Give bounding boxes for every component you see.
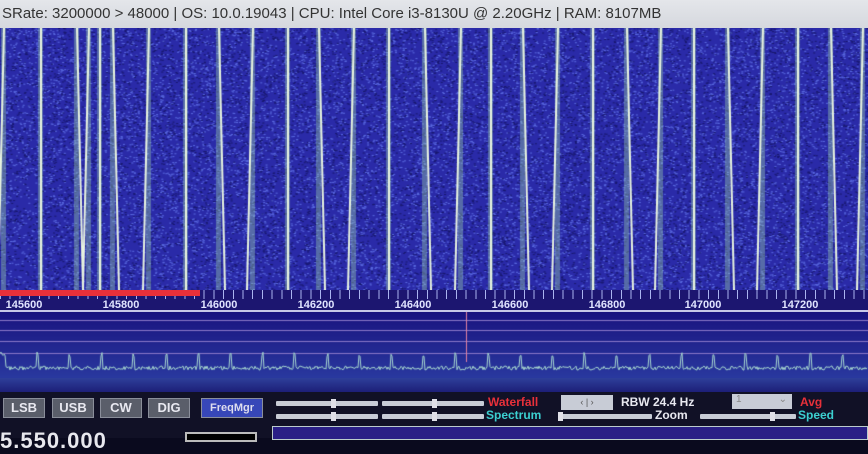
ruler-label: 146200 <box>298 299 335 311</box>
ruler-label: 147200 <box>782 299 819 311</box>
ruler-label: 146400 <box>395 299 432 311</box>
zoom-slider[interactable] <box>558 414 652 419</box>
frequency-ruler[interactable]: 145600 145800 146000 146200 146400 14660… <box>0 290 868 312</box>
waterfall-step-buttons[interactable]: ‹ | › <box>561 395 613 410</box>
waterfall-display[interactable] <box>0 28 868 290</box>
slider-knob[interactable] <box>558 412 563 421</box>
freqmgr-button[interactable]: FreqMgr <box>201 398 263 418</box>
frequency-input[interactable] <box>185 432 257 442</box>
mode-cw-button[interactable]: CW <box>100 398 142 418</box>
slider-knob[interactable] <box>331 399 336 408</box>
waterfall-slider-2[interactable] <box>382 401 484 406</box>
spectrum-display[interactable] <box>0 312 868 380</box>
mode-usb-button[interactable]: USB <box>52 398 94 418</box>
frequency-display[interactable]: 5.550.000 <box>0 428 107 454</box>
ruler-label: 146000 <box>201 299 238 311</box>
ruler-label: 145800 <box>103 299 140 311</box>
divider-strip <box>0 378 868 392</box>
passband-indicator <box>0 290 200 296</box>
mode-lsb-button[interactable]: LSB <box>3 398 45 418</box>
ruler-label: 145600 <box>6 299 43 311</box>
mode-dig-button[interactable]: DIG <box>148 398 190 418</box>
slider-knob[interactable] <box>770 412 775 421</box>
slider-knob[interactable] <box>432 399 437 408</box>
spectrum-slider-1[interactable] <box>276 414 378 419</box>
avg-label: Avg <box>800 395 822 409</box>
zoom-label: Zoom <box>655 408 688 422</box>
slider-knob[interactable] <box>331 412 336 421</box>
spectrum-slider-2[interactable] <box>382 414 484 419</box>
avg-select[interactable]: 1 ⌄ <box>732 394 792 409</box>
speed-slider[interactable] <box>700 414 796 419</box>
ruler-label: 147000 <box>685 299 722 311</box>
ruler-label: 146800 <box>589 299 626 311</box>
waterfall-label: Waterfall <box>488 395 538 409</box>
waterfall-slider-1[interactable] <box>276 401 378 406</box>
slider-knob[interactable] <box>432 412 437 421</box>
status-bar: SRate: 3200000 > 48000 | OS: 10.0.19043 … <box>0 0 868 28</box>
avg-value: 1 <box>736 394 742 405</box>
chevron-down-icon: ⌄ <box>779 394 787 405</box>
spectrum-label: Spectrum <box>486 408 541 422</box>
rbw-label: RBW 24.4 Hz <box>621 395 694 409</box>
ruler-label: 146600 <box>492 299 529 311</box>
speed-label: Speed <box>798 408 834 422</box>
